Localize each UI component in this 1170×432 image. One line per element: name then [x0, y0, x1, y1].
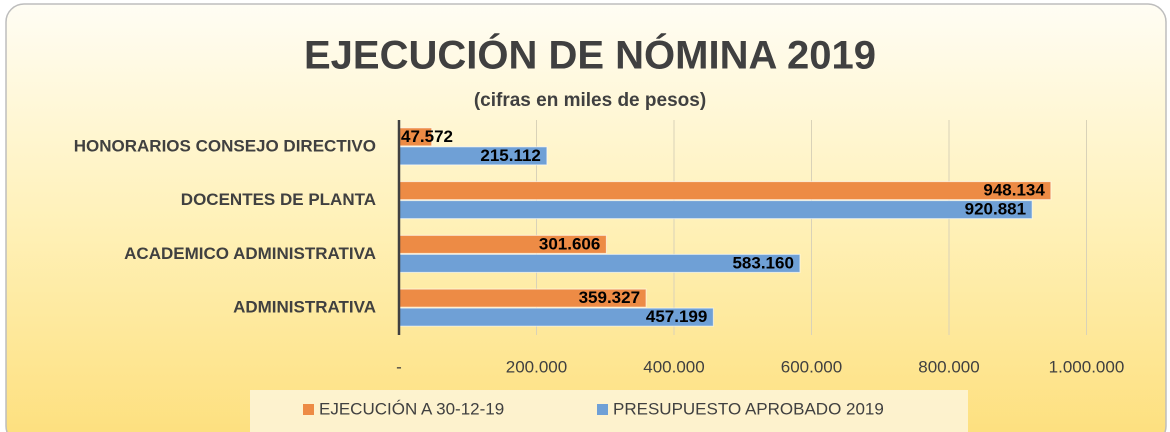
- data-label: 457.199: [646, 307, 707, 326]
- data-label: 215.112: [480, 146, 541, 165]
- data-label: 583.160: [732, 253, 793, 272]
- data-label: 920.881: [965, 200, 1026, 219]
- data-label: 948.134: [983, 181, 1045, 200]
- legend-label: PRESUPUESTO APROBADO 2019: [613, 399, 884, 418]
- bar: [398, 200, 1033, 220]
- data-label: 359.327: [579, 288, 640, 307]
- legend-swatch: [597, 404, 608, 415]
- x-tick-label: 200.000: [506, 357, 567, 376]
- x-tick-label: 1.000.000: [1049, 357, 1125, 376]
- data-label: 47.572: [401, 127, 453, 146]
- chart-title: EJECUCIÓN DE NÓMINA 2019: [304, 32, 876, 78]
- chart-subtitle: (cifras en miles de pesos): [474, 90, 706, 111]
- legend-background: [250, 390, 968, 432]
- x-tick-label: 800.000: [918, 357, 979, 376]
- bar: [398, 181, 1052, 201]
- y-tick-label: ADMINISTRATIVA: [233, 298, 376, 317]
- x-tick-label: -: [396, 357, 402, 376]
- y-tick-label: HONORARIOS CONSEJO DIRECTIVO: [74, 136, 376, 155]
- y-tick-label: ACADEMICO ADMINISTRATIVA: [124, 244, 376, 263]
- data-label: 301.606: [539, 234, 600, 253]
- legend-swatch: [303, 404, 314, 415]
- y-tick-label: DOCENTES DE PLANTA: [181, 190, 376, 209]
- x-tick-label: 400.000: [643, 357, 704, 376]
- legend-label: EJECUCIÓN A 30-12-19: [319, 399, 504, 418]
- x-tick-label: 600.000: [781, 357, 842, 376]
